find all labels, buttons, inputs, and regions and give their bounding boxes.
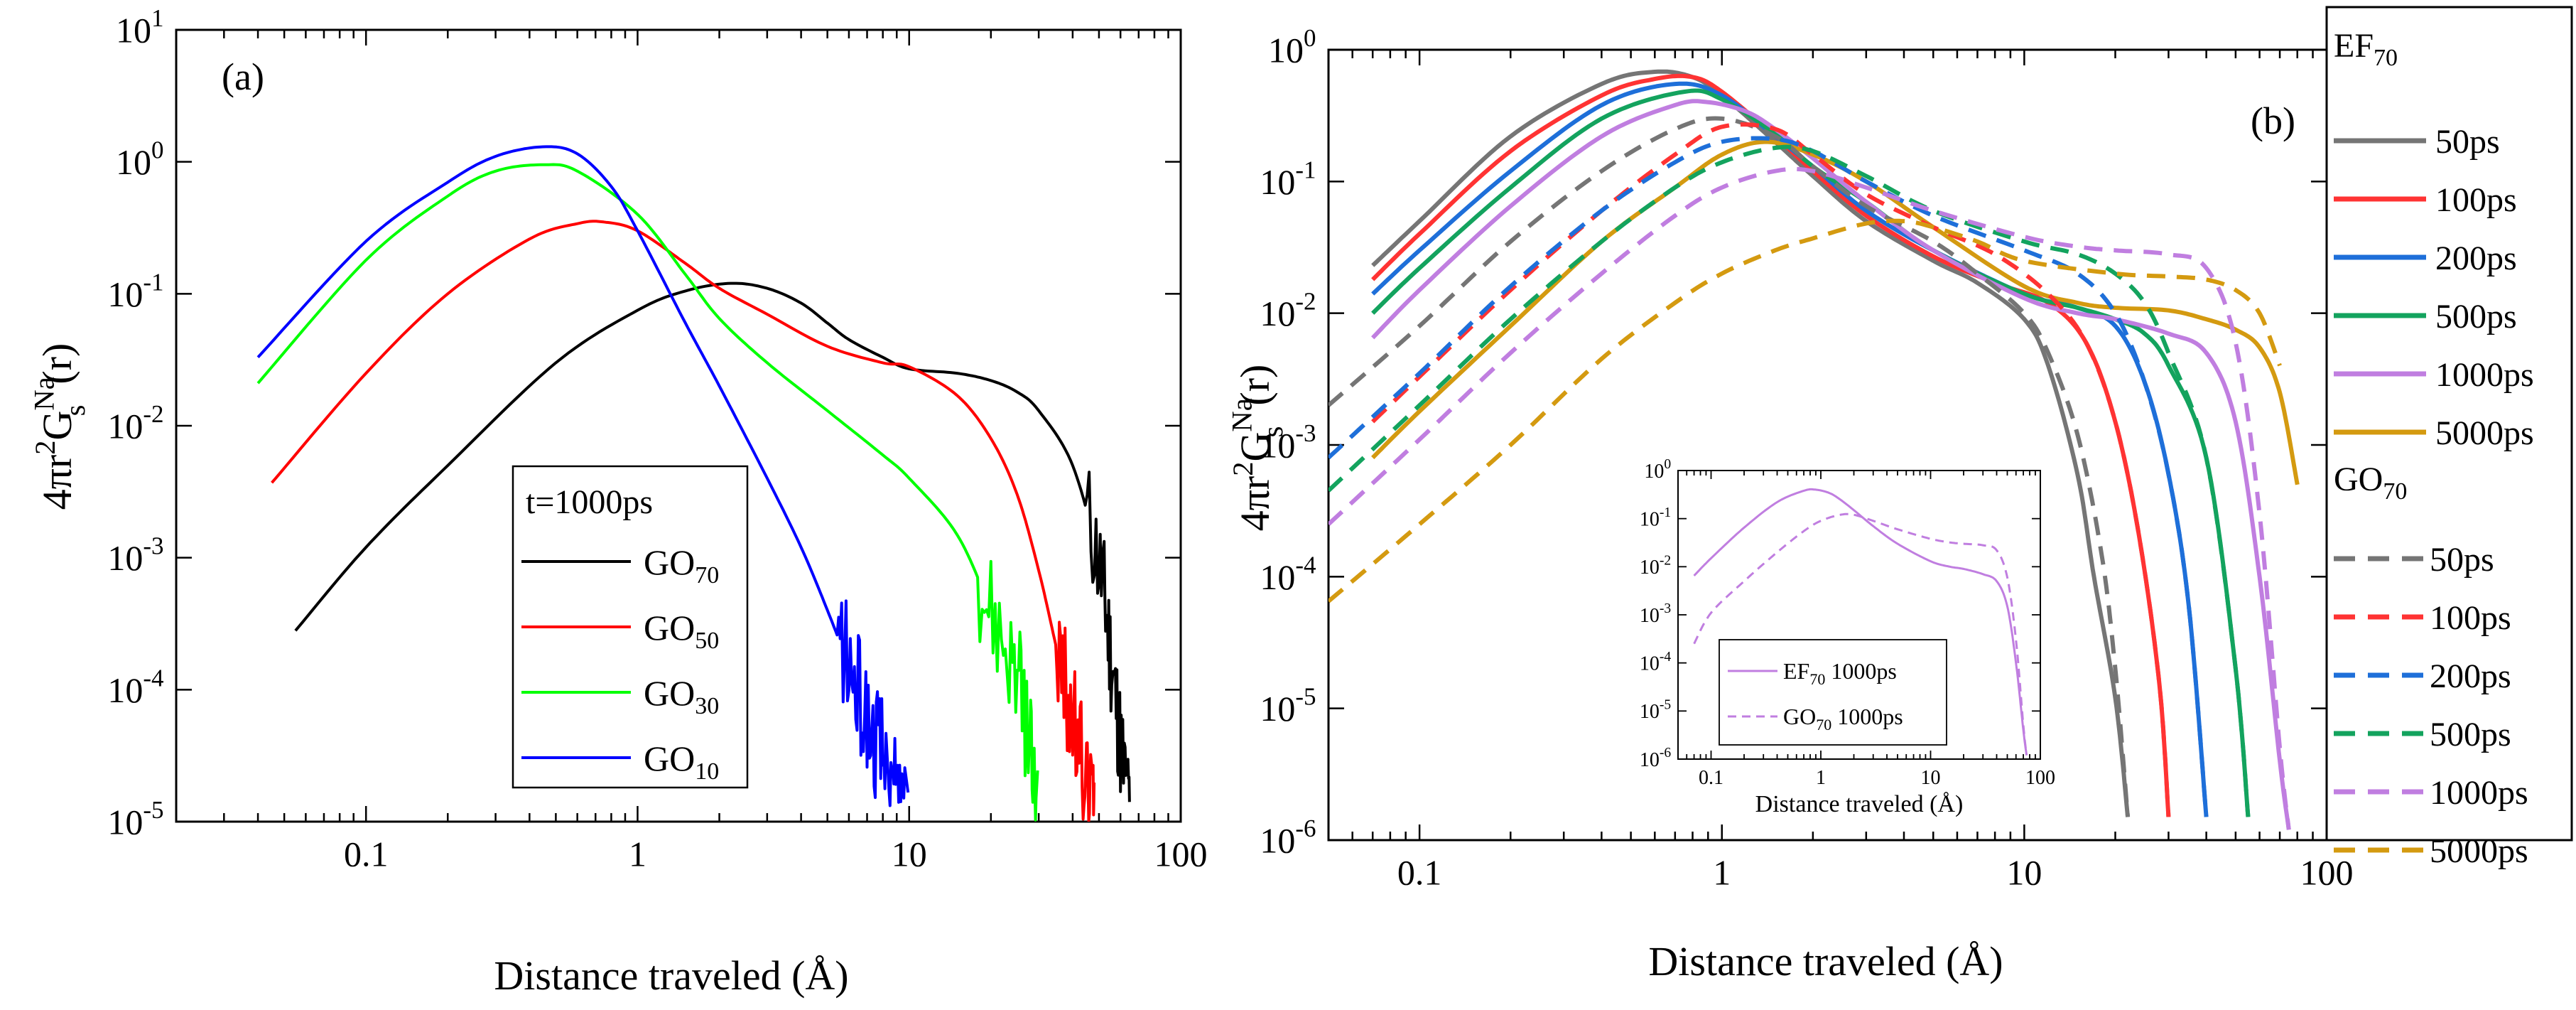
y-tick-label: 10-2 — [1640, 554, 1671, 579]
inset-plot: 0.1 1 10 100 10-6 10-5 10-4 10-3 10-2 10-1 100 Dist… — [1640, 457, 2055, 817]
inset-ef70-line — [1693, 488, 2028, 756]
x-tick-label: 1 — [629, 834, 646, 874]
go70-5000ps-line — [1328, 218, 2282, 603]
y-tick-label: 10-5 — [1640, 698, 1672, 724]
legend-a: t=1000ps GO70 GO50 GO30 GO10 — [512, 465, 749, 789]
panel-b: 0.1 1 10 100 10-6 10-5 10-4 10-3 10-2 10-1 100 (b) D… — [1226, 6, 2573, 984]
x-tick-label: 100 — [2025, 767, 2055, 789]
x-tick-label: 100 — [2300, 853, 2354, 893]
y-axis-title: 4πr2GNas(r) — [28, 343, 92, 510]
series-line-go30 — [256, 163, 1039, 822]
go70-500ps-line — [1328, 144, 2251, 817]
y-tick-label: 101 — [116, 4, 164, 50]
y-tick-label: 10-4 — [1640, 650, 1672, 675]
y-tick-label: 10-2 — [107, 400, 163, 446]
panel-label-b: (b) — [2251, 100, 2295, 142]
y-tick-label: 10-1 — [1260, 156, 1316, 202]
inset-legend: EF70 1000ps GO70 1000ps — [1719, 639, 1947, 746]
legend-label-go70-500ps: 500ps — [2430, 716, 2511, 753]
y-tick-label: 10-1 — [1640, 505, 1671, 531]
legend-label-go50: GO50 — [644, 608, 719, 654]
inset-go70-line — [1693, 512, 2028, 756]
inset-legend-label-go70: GO70 1000ps — [1783, 704, 1903, 734]
legend-label-go70-100ps: 100ps — [2430, 599, 2511, 637]
x-axis-title: Distance traveled (Å) — [1648, 938, 2003, 984]
x-tick-label: 100 — [1154, 834, 1208, 874]
legend-group-title-go70: GO70 — [2334, 461, 2407, 505]
inset-legend-label-ef70: EF70 1000ps — [1783, 658, 1897, 688]
series-line-go50 — [271, 220, 1096, 822]
x-tick-label: 1 — [1713, 853, 1731, 893]
y-tick-label: 10-1 — [107, 268, 163, 314]
legend-label-go30: GO30 — [644, 673, 719, 719]
legend-title: t=1000ps — [526, 483, 653, 521]
x-tick-label: 10 — [2006, 853, 2042, 893]
y-tick-label: 100 — [116, 136, 164, 183]
legend-label-ef70-1000ps: 1000ps — [2435, 356, 2534, 394]
y-tick-label: 10-4 — [1260, 551, 1316, 597]
y-tick-label: 10-6 — [1640, 746, 1672, 771]
x-tick-label: 0.1 — [1397, 853, 1442, 893]
legend-label-go70-50ps: 50ps — [2430, 541, 2494, 579]
y-tick-label: 100 — [1644, 457, 1671, 483]
x-tick-label: 10 — [1921, 767, 1941, 789]
y-tick-label: 100 — [1268, 24, 1316, 70]
legend-label-ef70-50ps: 50ps — [2435, 123, 2500, 161]
legend-label-ef70-100ps: 100ps — [2435, 181, 2517, 219]
legend-group-title-ef70: EF70 — [2334, 27, 2398, 71]
y-tick-label: 10-5 — [1260, 683, 1316, 729]
legend-b: EF70 50ps 100ps 200ps 500ps 1000ps 5000ps GO70 5… — [2325, 6, 2573, 870]
series-line-go70 — [294, 281, 1131, 802]
legend-label-go70: GO70 — [644, 542, 719, 589]
y-tick-label: 10-4 — [107, 664, 163, 710]
legend-label-ef70-5000ps: 5000ps — [2435, 414, 2534, 452]
legend-label-go70-1000ps: 1000ps — [2430, 774, 2528, 812]
inset-legend-box — [1719, 639, 1947, 746]
x-tick-label: 0.1 — [344, 834, 389, 874]
inset-x-axis-title: Distance traveled (Å) — [1755, 791, 1964, 817]
legend-label-go10: GO10 — [644, 738, 719, 785]
y-tick-label: 10-3 — [1640, 601, 1672, 627]
legend-box — [2325, 6, 2573, 842]
legend-label-ef70-500ps: 500ps — [2435, 298, 2517, 335]
y-tick-label: 10-6 — [1260, 815, 1316, 861]
x-tick-label: 1 — [1816, 767, 1826, 789]
y-tick-label: 10-5 — [107, 796, 163, 842]
panel-a: 0.1 1 10 100 10-5 10-4 10-3 10-2 10-1 100 101 (a) Di… — [28, 4, 1208, 999]
legend-label-ef70-200ps: 200ps — [2435, 240, 2517, 277]
legend-label-go70-200ps: 200ps — [2430, 657, 2511, 695]
x-tick-label: 0.1 — [1699, 767, 1723, 789]
ef70-50ps-line — [1371, 69, 2131, 817]
y-tick-label: 10-2 — [1260, 288, 1316, 334]
y-tick-label: 10-3 — [107, 532, 163, 579]
go70-200ps-line — [1328, 136, 2209, 817]
series-line-go10 — [256, 145, 910, 807]
legend-label-go70-5000ps: 5000ps — [2430, 832, 2528, 870]
ef70-1000ps-line — [1371, 99, 2291, 830]
x-tick-label: 10 — [892, 834, 927, 874]
x-axis-title: Distance traveled (Å) — [494, 952, 848, 999]
y-tick-label: 10-3 — [1260, 419, 1316, 466]
go70-1000ps-line — [1328, 166, 2291, 830]
panel-label-a: (a) — [222, 55, 264, 98]
go70-50ps-line — [1328, 116, 2131, 817]
y-axis-title: 4πr2GNas(r) — [1226, 365, 1289, 532]
